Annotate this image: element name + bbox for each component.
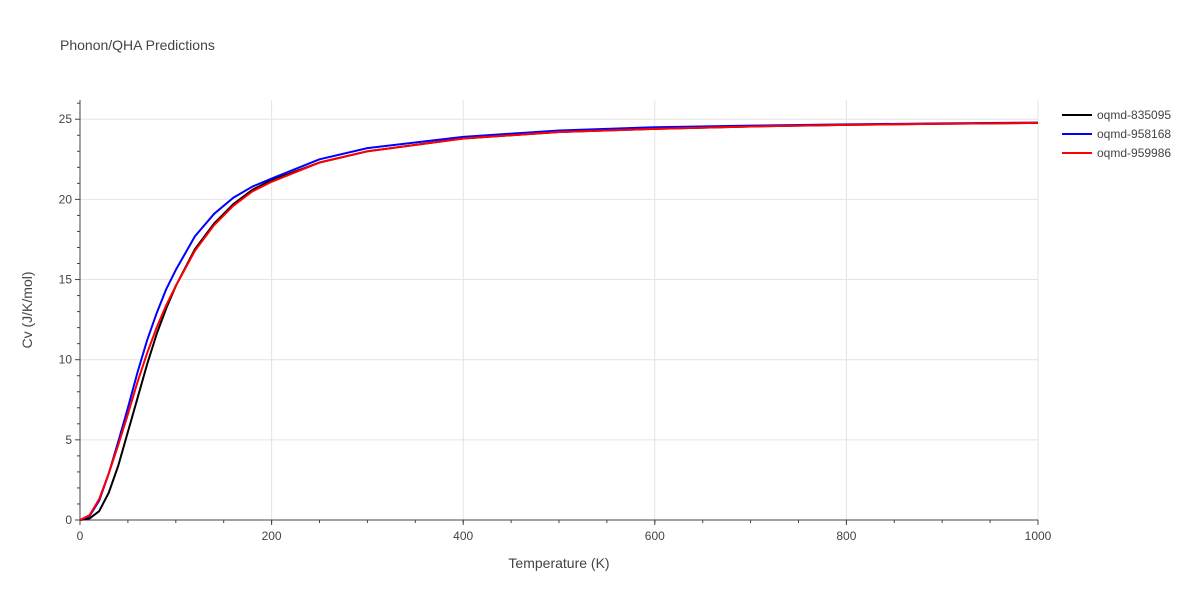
y-tick-label: 15 bbox=[59, 273, 73, 287]
y-axis-title: Cv (J/K/mol) bbox=[19, 272, 35, 349]
y-tick-labels: 0 5 10 15 20 25 bbox=[59, 112, 73, 527]
legend-label: oqmd-958168 bbox=[1097, 127, 1171, 141]
series-line bbox=[79, 121, 1039, 521]
x-tick-label: 200 bbox=[262, 529, 282, 543]
series-line bbox=[79, 121, 1039, 521]
x-axis-title: Temperature (K) bbox=[508, 555, 609, 571]
legend-label: oqmd-959986 bbox=[1097, 146, 1171, 160]
legend[interactable]: oqmd-835095 oqmd-958168 oqmd-959986 bbox=[1062, 108, 1171, 160]
x-tick-label: 400 bbox=[453, 529, 473, 543]
legend-item[interactable]: oqmd-958168 bbox=[1062, 127, 1171, 141]
y-tick-label: 20 bbox=[59, 192, 73, 206]
x-tick-labels: 0 200 400 600 800 1000 bbox=[77, 529, 1052, 543]
axes bbox=[75, 100, 1039, 525]
y-tick-label: 25 bbox=[59, 112, 73, 126]
legend-item[interactable]: oqmd-959986 bbox=[1062, 146, 1171, 160]
x-tick-label: 800 bbox=[836, 529, 856, 543]
y-tick-label: 10 bbox=[59, 353, 73, 367]
x-tick-label: 1000 bbox=[1025, 529, 1052, 543]
legend-item[interactable]: oqmd-835095 bbox=[1062, 108, 1171, 122]
y-tick-label: 0 bbox=[65, 513, 72, 527]
chart-title: Phonon/QHA Predictions bbox=[60, 37, 215, 53]
series-line bbox=[79, 121, 1039, 521]
grid bbox=[80, 100, 1039, 520]
x-tick-label: 0 bbox=[77, 529, 84, 543]
x-tick-label: 600 bbox=[645, 529, 665, 543]
y-tick-label: 5 bbox=[65, 433, 72, 447]
series-lines bbox=[79, 121, 1039, 521]
legend-label: oqmd-835095 bbox=[1097, 108, 1171, 122]
